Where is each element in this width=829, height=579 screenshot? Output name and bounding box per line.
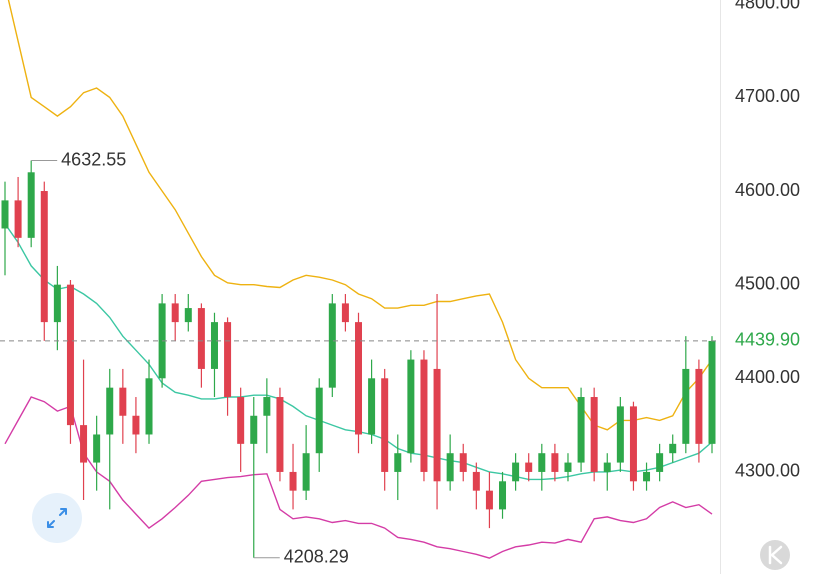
candle-body — [210, 322, 218, 369]
candle-body — [669, 443, 677, 454]
candle-body — [603, 462, 611, 472]
candle-body — [132, 415, 140, 435]
candle-body — [433, 368, 441, 482]
expand-button[interactable] — [32, 493, 82, 543]
candle-body — [538, 453, 546, 472]
candle-body — [302, 453, 310, 491]
last-price-bg — [724, 327, 829, 354]
candle-body — [590, 397, 598, 472]
candle-body — [551, 453, 559, 472]
candle-body — [224, 322, 232, 398]
candle-body — [40, 191, 48, 323]
candle-body — [499, 481, 507, 510]
candle-body — [289, 471, 297, 491]
band-line — [4, 396, 713, 559]
candle-body — [512, 462, 520, 482]
labels: 4300.00 4400.00 4500.00 4600.00 4700.00 4800.… — [61, 0, 829, 567]
candle-body — [106, 387, 114, 435]
y-tick-label: 4700.00 — [735, 86, 800, 106]
candle-body — [472, 471, 480, 491]
candle-body — [341, 303, 349, 323]
candle-body — [119, 387, 127, 416]
candle-body — [708, 340, 716, 444]
y-tick-label: 4300.00 — [735, 461, 800, 481]
candle-body — [145, 378, 153, 435]
high-annotation-label: 4632.55 — [61, 149, 126, 169]
candle-body — [682, 368, 690, 444]
candle-body — [656, 453, 664, 472]
candle-body — [355, 322, 362, 435]
candle-body — [184, 308, 192, 323]
candle-body — [525, 462, 533, 472]
candle-body — [237, 397, 245, 444]
candle-body — [420, 359, 428, 472]
candle-body — [14, 200, 22, 238]
candle-body — [564, 462, 572, 472]
candle-body — [66, 284, 74, 426]
candle-body — [459, 453, 467, 472]
bands — [4, 0, 713, 559]
low-annotation-label: 4208.29 — [284, 547, 349, 567]
candle-body — [446, 453, 454, 482]
y-tick-label: 4600.00 — [735, 180, 800, 200]
candle-body — [328, 303, 336, 388]
candle-body — [93, 434, 101, 463]
candle-body — [485, 490, 493, 510]
candle-body — [197, 308, 205, 369]
k-button[interactable] — [760, 540, 790, 570]
candle-body — [1, 200, 9, 229]
candle-body — [407, 359, 415, 454]
candle-body — [616, 406, 624, 463]
candle-body — [27, 172, 35, 238]
y-tick-label: 4800.00 — [735, 0, 800, 12]
candle-body — [80, 425, 88, 463]
candle-body — [250, 415, 258, 444]
candle-body — [171, 303, 179, 323]
candle-body — [53, 284, 61, 323]
y-tick-label: 4400.00 — [735, 367, 800, 387]
candle-body — [394, 453, 402, 472]
overlay — [0, 160, 720, 559]
candle-body — [629, 406, 637, 482]
candle-body — [315, 387, 323, 454]
candle-body — [695, 368, 703, 444]
candle-body — [577, 397, 585, 463]
candle-body — [263, 397, 271, 416]
candle-body — [381, 378, 389, 472]
y-tick-label: 4500.00 — [735, 273, 800, 293]
last-price-label: 4439.90 — [735, 330, 800, 350]
candles — [1, 160, 716, 558]
candle-body — [276, 397, 284, 472]
candle-body — [643, 471, 651, 482]
candle-body — [368, 378, 376, 435]
